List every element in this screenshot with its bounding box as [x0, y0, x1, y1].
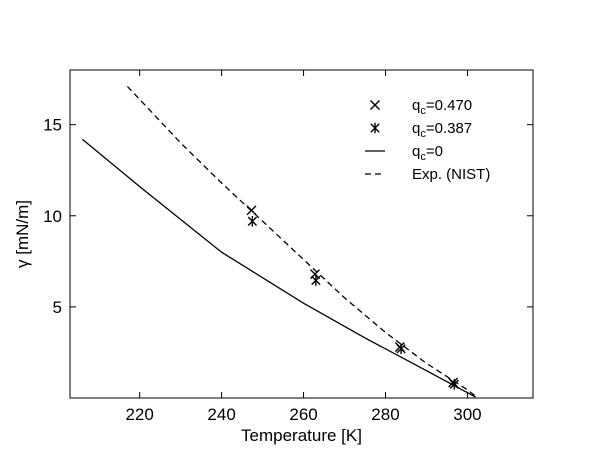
series-layer [81, 85, 476, 398]
x-tick-label: 220 [125, 405, 153, 424]
legend-item-2: qc=0 [365, 143, 443, 163]
y-axis-label: γ [mN/m] [13, 200, 32, 268]
x-tick-label: 260 [289, 405, 317, 424]
asterisk-marker-point [247, 215, 258, 227]
legend-label: qc=0.470 [412, 97, 472, 117]
legend-label: Exp. (NIST) [412, 166, 490, 183]
qc0-solid-line [81, 138, 476, 398]
x-tick-label: 240 [207, 405, 235, 424]
nist-dashed-line [126, 85, 476, 397]
y-tick-label: 15 [43, 116, 62, 135]
series-2 [81, 138, 476, 398]
y-tick-label: 10 [43, 207, 62, 226]
legend-item-0: qc=0.470 [370, 97, 472, 117]
legend-label: qc=0.387 [412, 120, 472, 140]
series-1 [247, 215, 460, 390]
x-axis-label: Temperature [K] [241, 426, 362, 445]
legend-x-marker [370, 100, 380, 110]
legend-item-1: qc=0.387 [370, 120, 472, 140]
plot-frame [69, 69, 534, 399]
asterisk-marker-point [311, 275, 321, 286]
asterisk-marker-point [396, 343, 406, 355]
x-tick-label: 300 [453, 405, 481, 424]
legend: qc=0.470 qc=0.387 qc=0 Exp. (NIST) [365, 97, 490, 183]
plot-area-border [69, 69, 534, 399]
legend-item-3: Exp. (NIST) [365, 166, 490, 183]
series-0 [246, 205, 459, 388]
x-tick-label: 280 [371, 405, 399, 424]
series-3 [126, 85, 476, 397]
legend-asterisk-marker [370, 122, 380, 134]
axis-ticks: 220 240 260 280 300 5 10 15 [43, 70, 533, 424]
y-tick-label: 5 [53, 298, 62, 317]
legend-label: qc=0 [412, 143, 443, 163]
